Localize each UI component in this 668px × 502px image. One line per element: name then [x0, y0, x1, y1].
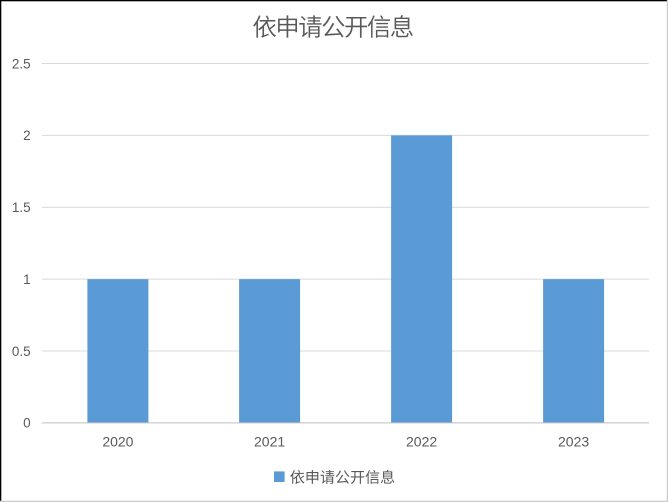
- svg-text:2021: 2021: [254, 434, 285, 450]
- svg-text:2.5: 2.5: [12, 56, 31, 71]
- svg-text:0.5: 0.5: [12, 344, 31, 359]
- svg-text:2023: 2023: [558, 434, 589, 450]
- svg-text:2: 2: [23, 128, 31, 143]
- svg-text:1.5: 1.5: [12, 200, 31, 215]
- svg-text:2020: 2020: [102, 434, 133, 450]
- svg-text:1: 1: [23, 272, 31, 287]
- svg-text:0: 0: [23, 416, 31, 431]
- svg-text:2022: 2022: [406, 434, 437, 450]
